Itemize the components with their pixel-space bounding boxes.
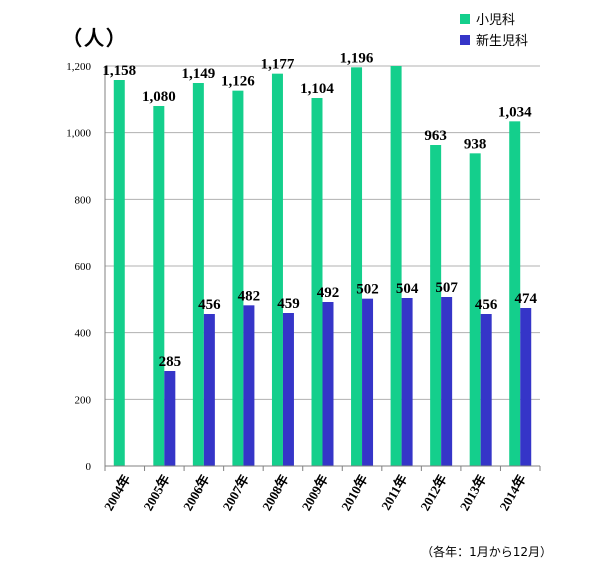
data-label-pediatrics: 1,177 — [261, 57, 295, 73]
x-tick-label: 2014年 — [496, 472, 528, 513]
bar-pediatrics — [390, 66, 402, 466]
legend-item-pediatrics: 小児科 — [460, 8, 528, 29]
legend-swatch-pediatrics — [460, 13, 470, 24]
bar-pediatrics — [232, 90, 244, 467]
data-labels: 1,158 1,080 285 1,149 456 1,126 482 1,177 459 1,1… — [102, 50, 537, 370]
y-tick-label: 200 — [75, 394, 92, 406]
legend-swatch-neonatology — [460, 34, 470, 45]
data-label-neonatology: 285 — [159, 354, 182, 370]
bars — [113, 66, 532, 467]
data-label-neonatology: 492 — [317, 285, 340, 301]
bar-pediatrics — [430, 145, 442, 466]
data-label-pediatrics: 963 — [424, 128, 447, 144]
y-tick-label: 800 — [75, 194, 92, 206]
bar-neonatology — [243, 305, 255, 466]
bar-neonatology — [520, 308, 532, 466]
x-tick-label: 2005年 — [140, 472, 172, 513]
legend-item-neonatology: 新生児科 — [460, 29, 528, 50]
x-tick-label: 2013年 — [457, 472, 489, 513]
data-label-pediatrics: 1,080 — [142, 89, 176, 105]
data-label-neonatology: 456 — [198, 297, 221, 313]
y-tick-label: 400 — [75, 328, 92, 340]
bar-pediatrics — [469, 153, 481, 467]
bar-neonatology — [322, 302, 334, 466]
bar-neonatology — [203, 314, 215, 466]
data-label-pediatrics: 938 — [464, 136, 487, 152]
bar-pediatrics — [351, 67, 363, 466]
period-note: （各年：1月から12月） — [421, 545, 552, 559]
data-label-pediatrics: 1,034 — [498, 104, 532, 120]
x-tick-label: 2012年 — [417, 472, 449, 513]
bar-neonatology — [362, 298, 374, 466]
data-label-neonatology: 507 — [435, 280, 458, 296]
y-axis-unit-label: （人） — [62, 26, 128, 50]
y-tick-label: 1,200 — [66, 61, 91, 73]
x-tick-label: 2006年 — [180, 472, 212, 513]
bar-pediatrics — [153, 106, 165, 466]
bar-pediatrics — [192, 83, 204, 466]
x-tick-label: 2009年 — [299, 472, 331, 513]
bar-pediatrics — [509, 121, 521, 466]
x-tick-label: 2011年 — [378, 472, 410, 513]
x-tick-label: 2008年 — [259, 472, 291, 513]
data-label-pediatrics: 1,149 — [181, 66, 215, 82]
data-label-pediatrics: 1,158 — [102, 63, 136, 79]
legend: 小児科 新生児科 — [460, 8, 528, 50]
bar-neonatology — [480, 314, 492, 466]
data-label-neonatology: 504 — [396, 281, 419, 297]
x-tick-label: 2007年 — [220, 472, 252, 513]
data-label-neonatology: 482 — [238, 288, 261, 304]
bar-pediatrics — [271, 73, 283, 467]
bar-neonatology — [401, 298, 413, 466]
y-tick-label: 0 — [86, 461, 92, 473]
data-label-pediatrics: 1,196 — [340, 50, 374, 66]
data-label-neonatology: 502 — [356, 282, 379, 298]
bar-neonatology — [164, 371, 176, 466]
data-label-neonatology: 456 — [475, 297, 498, 313]
y-tick-label: 1,000 — [66, 128, 91, 140]
x-tick-label: 2004年 — [101, 472, 133, 513]
bar-neonatology — [282, 313, 294, 466]
bar-pediatrics — [113, 80, 125, 466]
x-tick-label: 2010年 — [338, 472, 370, 513]
y-tick-label: 600 — [75, 261, 92, 273]
bar-neonatology — [441, 297, 453, 466]
legend-label-neonatology: 新生児科 — [476, 34, 529, 49]
legend-label-pediatrics: 小児科 — [476, 13, 516, 28]
data-label-neonatology: 459 — [277, 296, 300, 312]
bar-pediatrics — [311, 98, 323, 466]
data-label-pediatrics: 1,126 — [221, 74, 255, 90]
data-label-pediatrics: 1,104 — [300, 81, 334, 97]
data-label-neonatology: 474 — [514, 291, 537, 307]
